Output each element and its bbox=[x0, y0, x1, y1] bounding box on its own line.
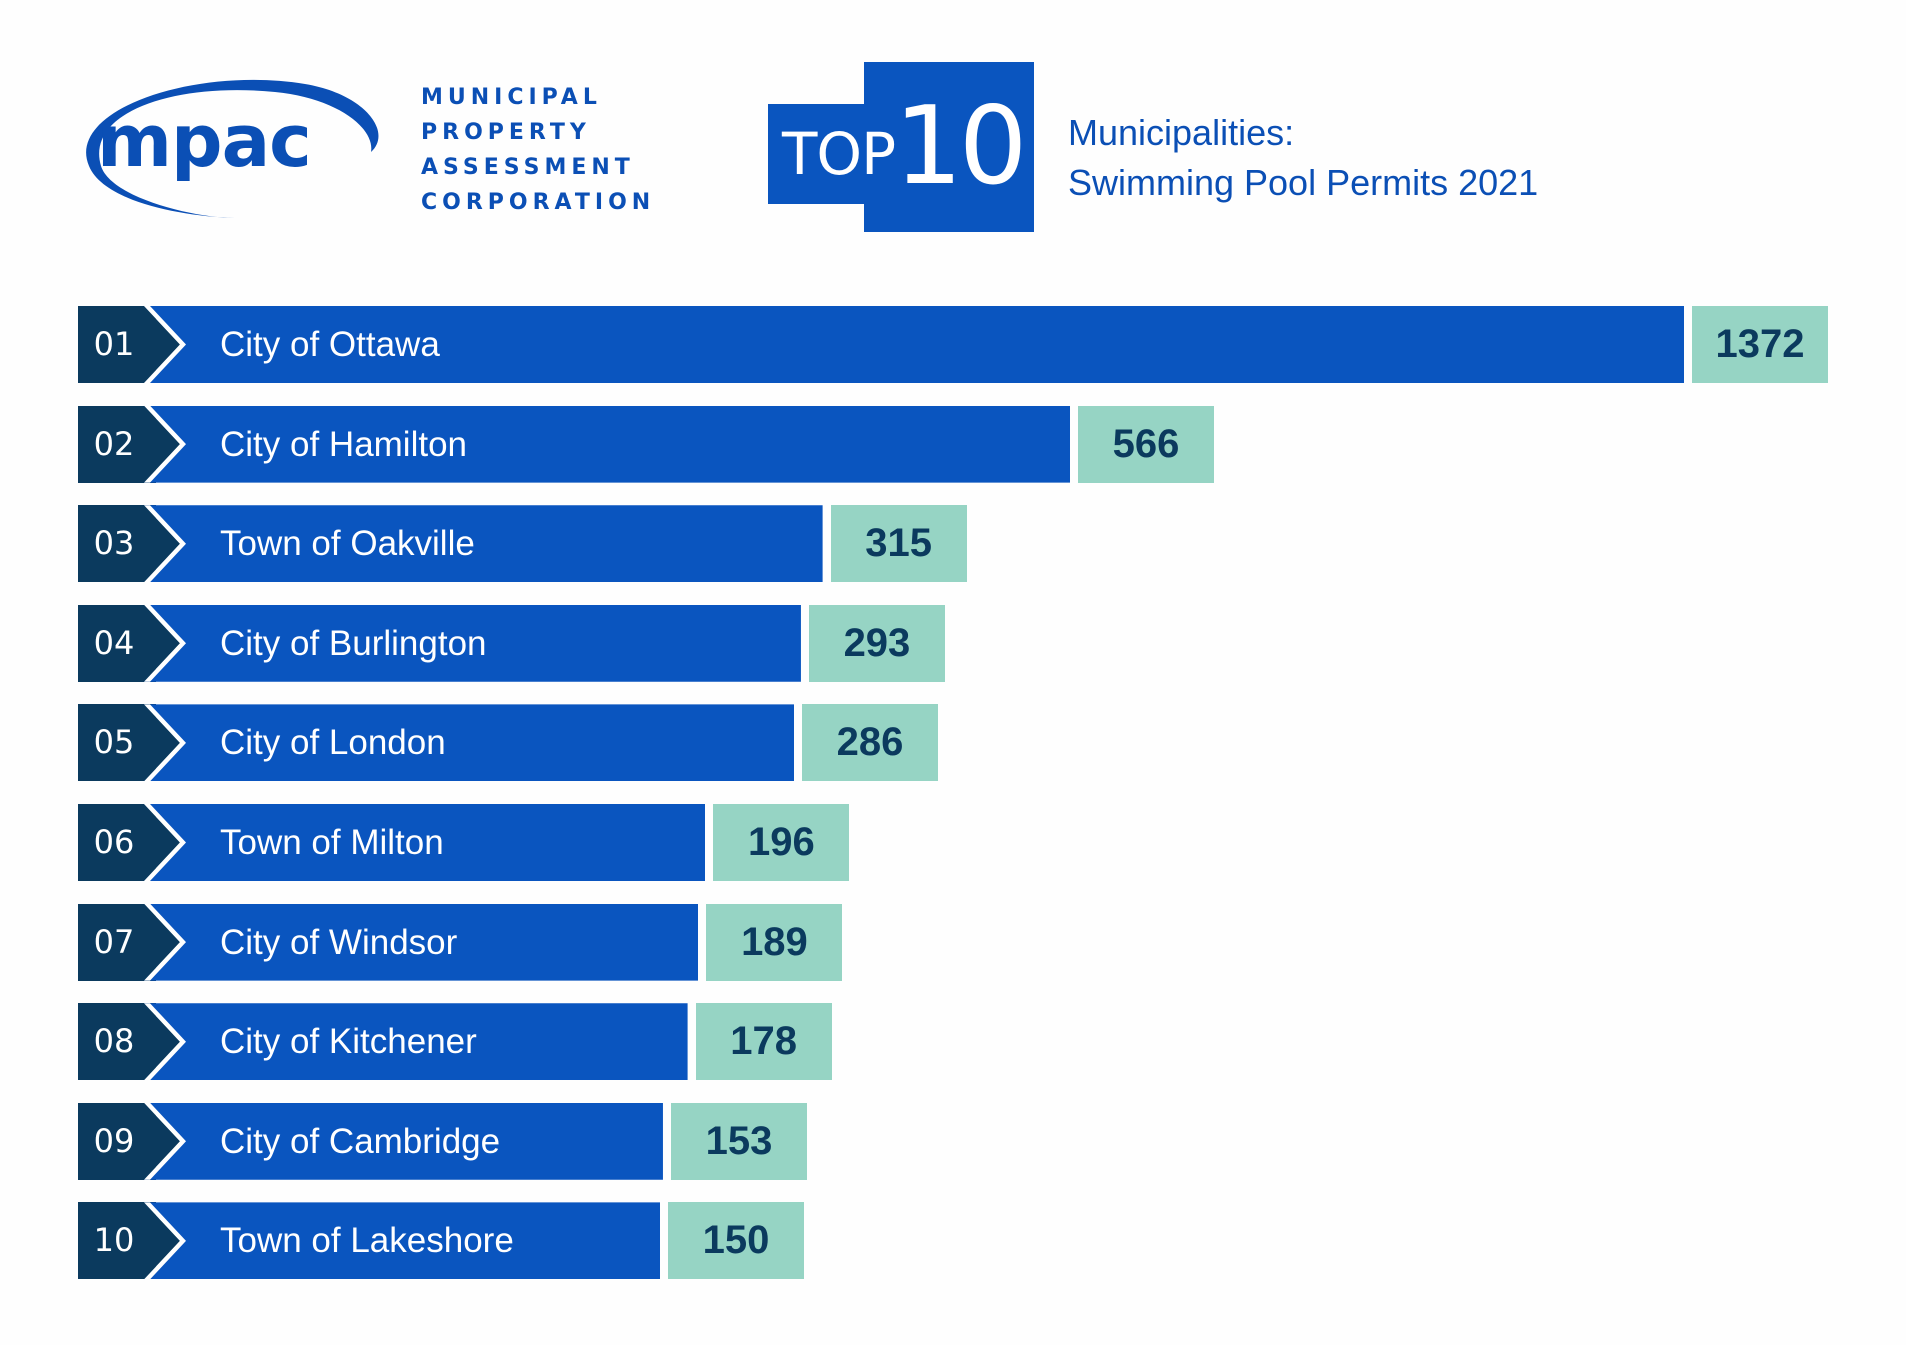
bar bbox=[144, 903, 699, 981]
header: mpac MUNICIPAL PROPERTY ASSESSMENT CORPO… bbox=[0, 0, 1906, 270]
corp-line-3: ASSESSMENT bbox=[421, 155, 635, 180]
category-label: City of London bbox=[220, 723, 446, 763]
value-label: 286 bbox=[802, 704, 939, 782]
bar bbox=[144, 1003, 688, 1081]
rank-label: 04 bbox=[93, 623, 135, 662]
rank-label: 01 bbox=[93, 325, 135, 363]
bar bbox=[144, 604, 801, 682]
category-label: Town of Milton bbox=[220, 823, 444, 862]
bar-row: 09 City of Cambridge 153 bbox=[78, 1102, 1838, 1180]
bar bbox=[144, 804, 706, 881]
rank-box bbox=[78, 405, 156, 483]
title-line-1: Municipalities: bbox=[1068, 112, 1295, 153]
bar-row: 06 Town of Milton 196 bbox=[78, 804, 1838, 881]
value-label: 189 bbox=[706, 903, 843, 981]
category-label: City of Cambridge bbox=[220, 1121, 501, 1161]
rank-label: 10 bbox=[93, 1221, 135, 1260]
rank-label: 07 bbox=[93, 922, 135, 961]
rank-box bbox=[78, 306, 156, 383]
rank-label: 08 bbox=[93, 1022, 135, 1061]
category-label: City of Windsor bbox=[220, 922, 458, 962]
category-label: City of Hamilton bbox=[220, 424, 468, 464]
bar-row: 07 City of Windsor 189 bbox=[78, 903, 1838, 981]
rank-box bbox=[78, 505, 156, 583]
bar bbox=[144, 405, 1070, 483]
bar-row: 03 Town of Oakville 315 bbox=[78, 505, 1838, 583]
bar bbox=[144, 1102, 663, 1180]
category-label: City of Burlington bbox=[220, 623, 487, 663]
corp-line-4: CORPORATION bbox=[421, 190, 656, 215]
bar-chart: 01 City of Ottawa 1372 02 City of Hamilton 56… bbox=[78, 306, 1838, 1286]
badge-number: 10 bbox=[894, 84, 1027, 209]
mpac-logo: mpac bbox=[86, 79, 379, 219]
rank-label: 05 bbox=[93, 723, 135, 762]
value-label: 1372 bbox=[1692, 306, 1828, 383]
bar-row: 02 City of Hamilton 566 bbox=[78, 405, 1838, 483]
badge-front bbox=[864, 62, 1034, 232]
rank-box bbox=[78, 604, 156, 682]
rank-box bbox=[78, 704, 156, 782]
rank-box bbox=[78, 1202, 156, 1280]
corp-line-2: PROPERTY bbox=[421, 120, 591, 145]
chart-title: Municipalities: Swimming Pool Permits 20… bbox=[1068, 108, 1538, 208]
corp-line-1: MUNICIPAL bbox=[421, 85, 602, 110]
value-label: 150 bbox=[668, 1202, 804, 1280]
rank-label: 02 bbox=[93, 424, 135, 463]
value-label: 153 bbox=[670, 1102, 807, 1180]
category-label: Town of Oakville bbox=[220, 524, 475, 564]
category-label: City of Ottawa bbox=[220, 325, 440, 364]
title-line-2: Swimming Pool Permits 2021 bbox=[1068, 162, 1539, 203]
rank-label: 06 bbox=[93, 823, 135, 861]
bar-row: 10 Town of Lakeshore 150 bbox=[78, 1202, 1838, 1280]
bar-row: 05 City of London 286 bbox=[78, 704, 1838, 782]
category-label: City of Kitchener bbox=[220, 1022, 477, 1062]
bar bbox=[144, 704, 795, 782]
value-label: 196 bbox=[713, 804, 850, 881]
value-label: 293 bbox=[808, 604, 945, 682]
rank-label: 09 bbox=[93, 1121, 135, 1160]
corporation-name: MUNICIPAL PROPERTY ASSESSMENT CORPORATIO… bbox=[421, 80, 655, 220]
rank-box bbox=[78, 1003, 156, 1081]
category-label: Town of Lakeshore bbox=[220, 1221, 514, 1261]
bar bbox=[144, 1202, 660, 1280]
bar-row: 01 City of Ottawa 1372 bbox=[78, 306, 1838, 383]
top10-badge: TOP 10 bbox=[768, 62, 1038, 234]
value-label: 566 bbox=[1078, 405, 1214, 483]
bar-row: 04 City of Burlington 293 bbox=[78, 604, 1838, 682]
rank-box bbox=[78, 804, 156, 881]
badge-top: TOP bbox=[782, 120, 896, 188]
rank-box bbox=[78, 1102, 156, 1180]
rank-label: 03 bbox=[93, 524, 135, 563]
bar-row: 08 City of Kitchener 178 bbox=[78, 1003, 1838, 1081]
bar bbox=[144, 505, 823, 583]
logo-wordmark: mpac bbox=[97, 99, 311, 183]
value-label: 178 bbox=[695, 1003, 832, 1081]
value-label: 315 bbox=[830, 505, 967, 583]
rank-box bbox=[78, 903, 156, 981]
bar bbox=[144, 306, 1684, 383]
